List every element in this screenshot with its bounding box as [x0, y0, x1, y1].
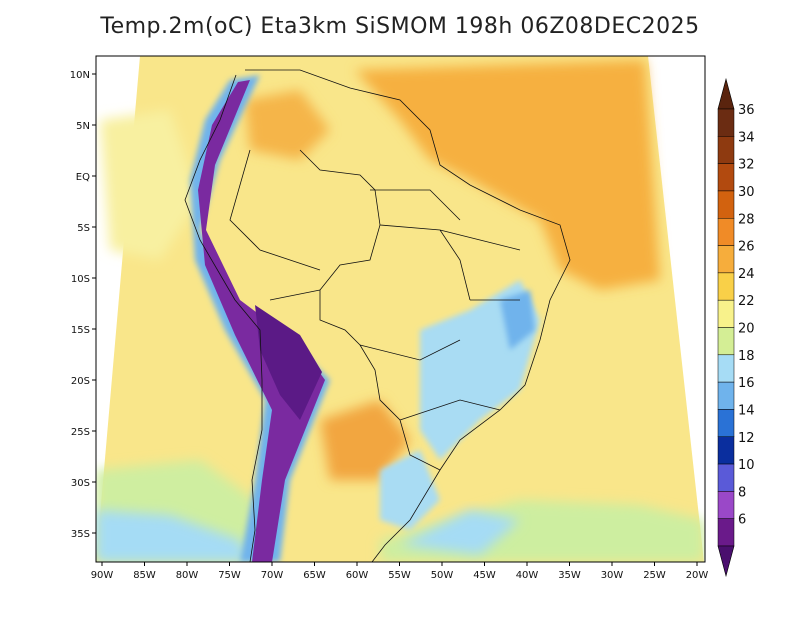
lat-tick-label: 25S: [71, 427, 90, 438]
colorbar-swatch: [717, 518, 735, 547]
lon-tick-label: 60W: [346, 570, 369, 581]
latitude-axis: 10N 5N EQ 5S 10S 15S 20S 25S 30S 35S: [70, 70, 96, 540]
colorbar-label: 30: [738, 185, 755, 200]
map-frame: [95, 55, 706, 563]
colorbar-swatch: [717, 299, 735, 328]
colorbar-label: 34: [738, 130, 755, 145]
lon-tick-label: 55W: [388, 570, 411, 581]
brazil-border: [299, 149, 441, 471]
colorbar-label: 14: [738, 403, 755, 418]
lon-tick-label: 75W: [218, 570, 241, 581]
lon-tick-label: 50W: [431, 570, 454, 581]
cold-se-brazil-core: [500, 290, 535, 350]
colorbar-swatch: [717, 108, 735, 137]
colorbar-label: 12: [738, 431, 755, 446]
colorbar-swatch: [717, 218, 735, 246]
colorbar-swatch: [717, 190, 735, 219]
internal-borders: [229, 149, 521, 421]
colorbar-swatch: [717, 491, 735, 519]
colorbar-bottom-arrow: [717, 545, 735, 578]
warm-patch-chaco: [320, 400, 410, 480]
lat-tick-label: 20S: [71, 376, 90, 387]
colorbar-label: 26: [738, 240, 755, 255]
colorbar-label: 8: [738, 485, 746, 500]
colorbar-swatch: [717, 409, 735, 437]
pale-pacific-belt: [100, 110, 200, 260]
colorbar-swatch: [717, 272, 735, 301]
map-title: Temp.2m(oC) Eta3km SiSMOM 198h 06Z08DEC2…: [100, 14, 700, 39]
lat-tick-label: 10N: [70, 70, 90, 81]
colorbar-swatch: [717, 163, 735, 192]
lon-tick-label: 80W: [176, 570, 199, 581]
colorbar-swatch: [717, 136, 735, 164]
longitude-axis: 90W 85W 80W 75W 70W 65W 60W 55W 50W 45W 40W 35W 30W 2…: [91, 562, 709, 581]
colorbar-swatch: [717, 381, 735, 410]
altiplano-cold-core: [255, 305, 322, 420]
lon-tick-label: 25W: [643, 570, 666, 581]
lon-tick-label: 65W: [303, 570, 326, 581]
lat-tick-label: 5S: [77, 223, 90, 234]
colorbar-label: 32: [738, 158, 755, 173]
colorbar-swatch: [717, 354, 735, 383]
lon-tick-label: 90W: [91, 570, 114, 581]
lat-tick-label: 15S: [71, 325, 90, 336]
lon-tick-label: 85W: [133, 570, 156, 581]
lon-tick-label: 35W: [558, 570, 581, 581]
cool-atlantic-near-coast: [400, 510, 520, 555]
colorbar-label: 6: [738, 513, 746, 528]
lon-tick-label: 40W: [516, 570, 539, 581]
lat-tick-label: 5N: [76, 121, 90, 132]
colorbar-label: 36: [738, 103, 755, 118]
colorbar-label: 18: [738, 349, 755, 364]
colorbar-swatch: [717, 245, 735, 274]
lon-tick-label: 45W: [473, 570, 496, 581]
colorbar-label: 24: [738, 267, 755, 282]
warm-patch-amazon-north: [245, 90, 330, 160]
lat-tick-label: 30S: [71, 478, 90, 489]
colorbar-label: 28: [738, 212, 755, 227]
temperature-field: [96, 56, 704, 562]
colorbar-swatch: [717, 436, 735, 465]
lon-tick-label: 20W: [686, 570, 709, 581]
colorbar-label: 20: [738, 322, 755, 337]
lat-tick-label: 35S: [71, 529, 90, 540]
lat-tick-label: 10S: [71, 274, 90, 285]
colorbar-top-arrow: [717, 77, 735, 110]
colorbar-label: 10: [738, 458, 755, 473]
colorbar-label: 16: [738, 376, 755, 391]
colorbar: 36 34 32 30 28 26 24 22 20 18 16 14 12 10 8 6: [717, 77, 755, 578]
cool-south-brazil: [380, 450, 440, 530]
colorbar-label: 22: [738, 294, 755, 309]
warm-ocean-ne: [355, 60, 660, 290]
colorbar-swatch: [717, 463, 735, 492]
lon-tick-label: 30W: [601, 570, 624, 581]
colorbar-swatch: [717, 327, 735, 356]
lat-tick-label: EQ: [76, 172, 90, 183]
political-borders: [184, 69, 571, 562]
lon-tick-label: 70W: [261, 570, 284, 581]
cool-pacific-band: [96, 510, 250, 562]
